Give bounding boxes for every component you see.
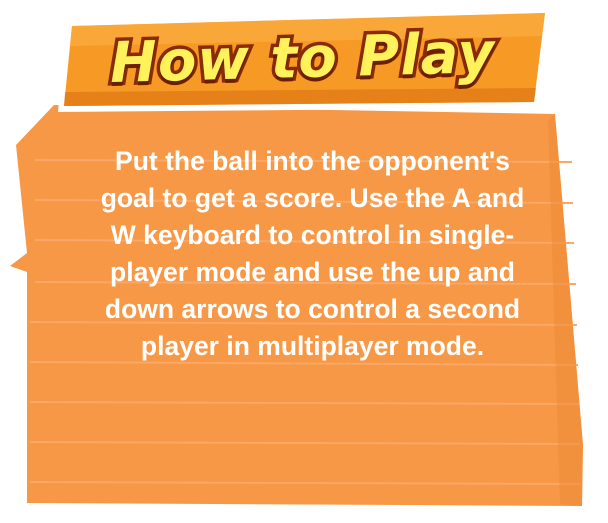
how-to-play-title: How to Play [106,17,500,99]
instruction-board [0,96,592,516]
title-banner [58,6,552,112]
paper-lines [29,159,581,485]
instructions-text: Put the ball into the opponent's goal to… [100,146,525,361]
